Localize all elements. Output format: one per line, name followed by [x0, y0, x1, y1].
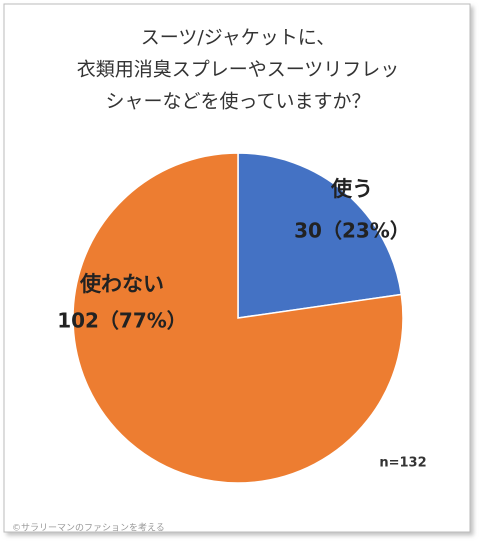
- value-label: 102（77%）: [57, 309, 187, 333]
- slice-label: 使わない: [79, 272, 164, 296]
- value-label: 30（23%）: [294, 219, 410, 243]
- pie-slice: [237, 152, 403, 319]
- chart-title: スーツ/ジャケットに、: [141, 27, 336, 49]
- sample-size: n=132: [379, 456, 426, 471]
- chart-title: シャーなどを使っていますか？: [105, 91, 370, 113]
- slice-label: 使う: [330, 177, 373, 201]
- chart-title: 衣類用消臭スプレーやスーツリフレッ: [77, 59, 400, 81]
- credit: ©サラリーマンのファションを考える: [12, 523, 165, 534]
- pie-slice: [72, 152, 404, 484]
